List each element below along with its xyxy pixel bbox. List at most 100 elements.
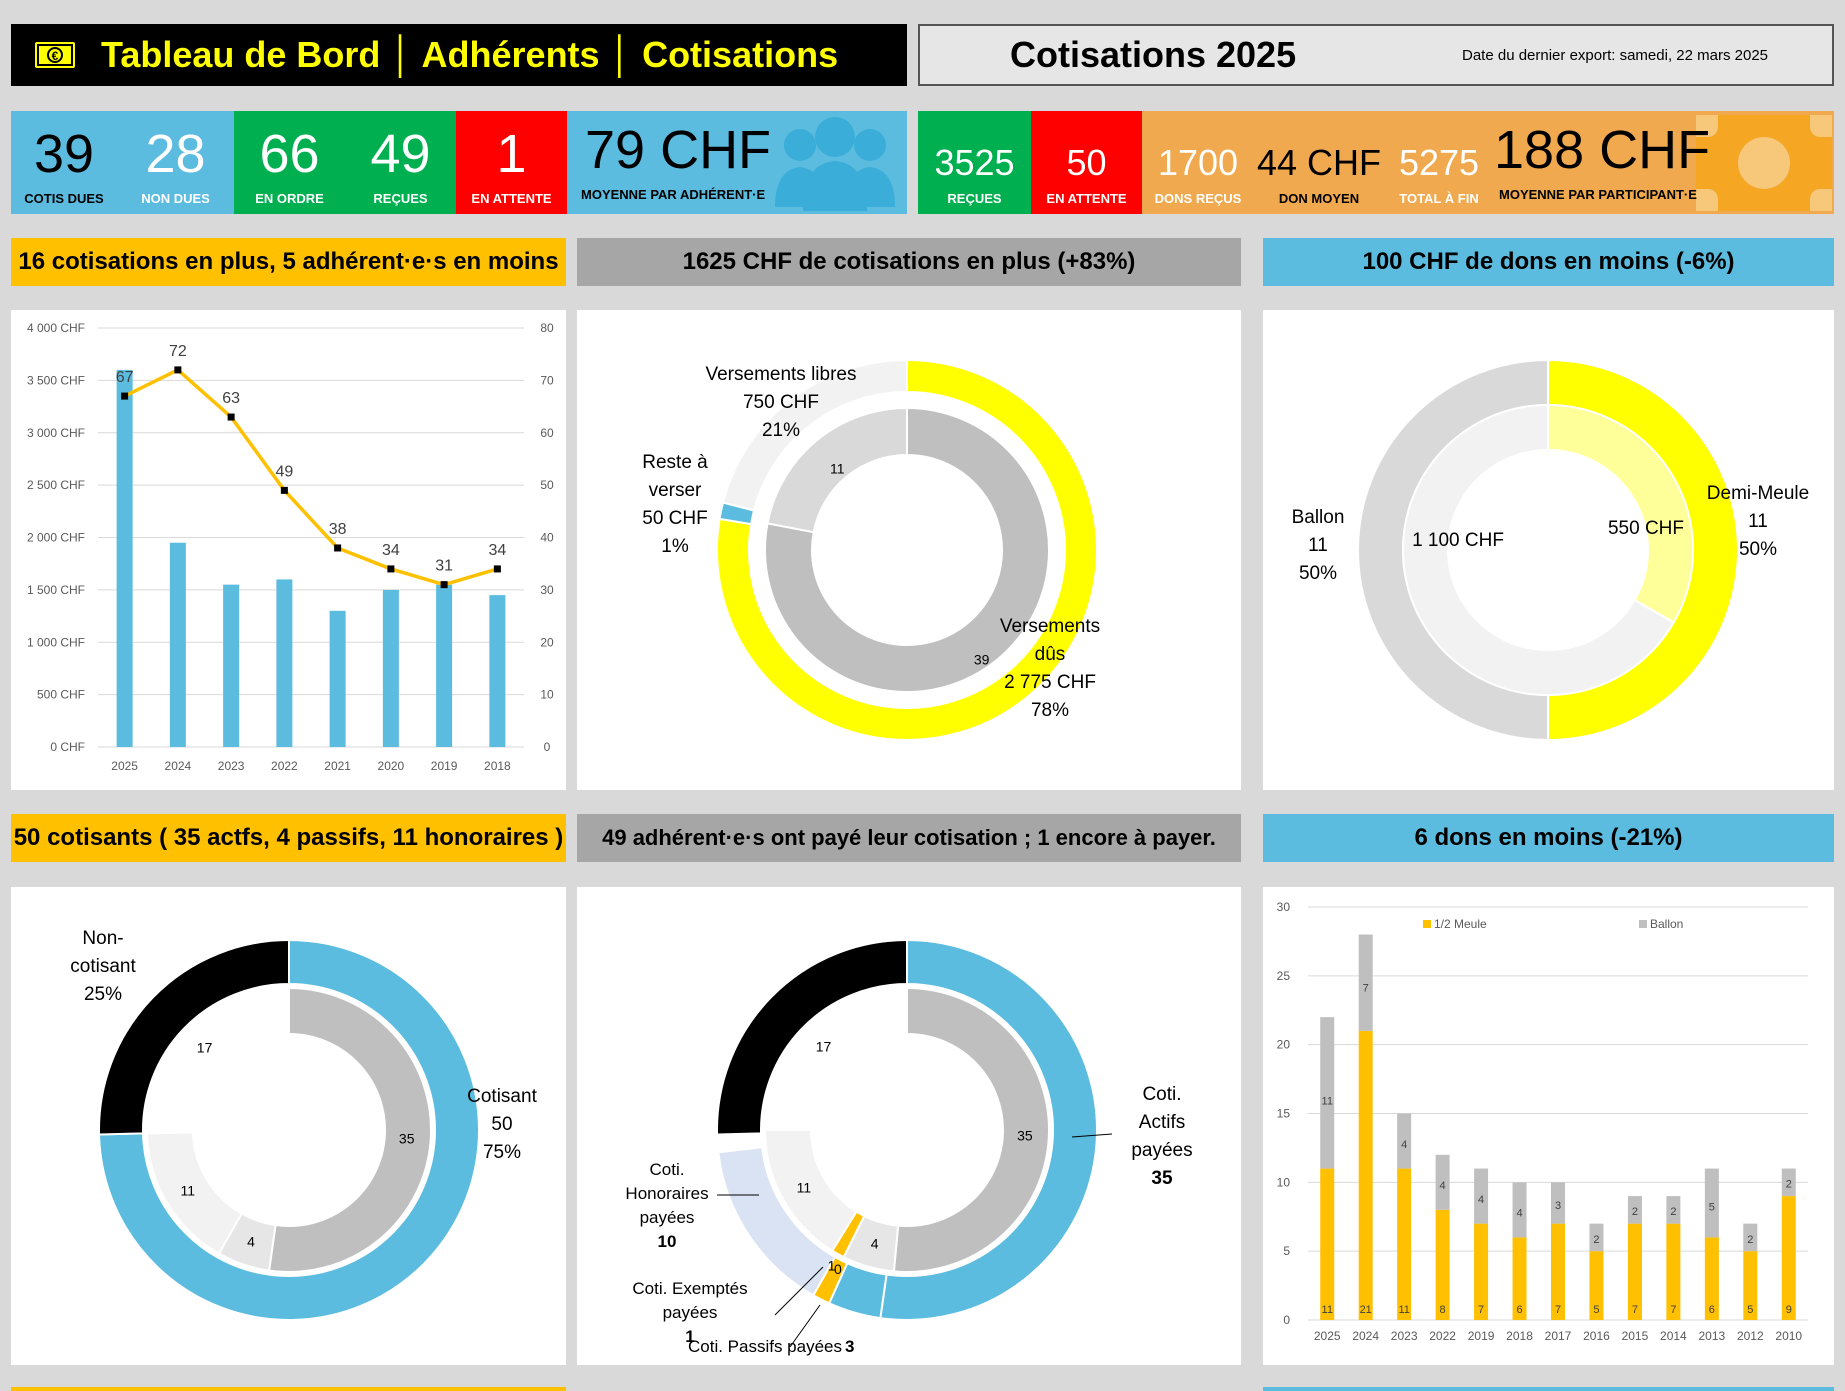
x-tick-label: 2022 [271, 759, 298, 773]
bar [276, 579, 293, 747]
data-label: 7 [1670, 1304, 1676, 1316]
line-marker [334, 544, 342, 552]
next-banner-hint [1263, 1387, 1834, 1391]
kpi-value: 66 [259, 124, 320, 184]
kpi-dons-recus: 1700 DONS REÇUS [1142, 111, 1254, 214]
data-label: 2 [1786, 1179, 1792, 1191]
slice-label: 78% [1031, 700, 1069, 721]
data-label: 11 [1322, 1304, 1333, 1316]
slice-label: payées [1131, 1140, 1192, 1161]
slice-label: 11 [1748, 511, 1768, 532]
kpi-moyenne-adherent: 79 CHF MOYENNE PAR ADHÉRENT·E [567, 111, 907, 214]
data-label: 11 [1398, 1304, 1409, 1316]
data-label: 2 [1670, 1206, 1676, 1218]
data-label: 4 [1440, 1180, 1446, 1192]
kpi-label: COTIS DUES [24, 191, 104, 206]
slice-label: Versements [1000, 616, 1100, 637]
banner-paiements: 49 adhérent·e·s ont payé leur cotisation… [577, 814, 1241, 862]
kpi-cotis-dues: 39 COTIS DUES [11, 111, 117, 214]
x-tick-label: 2020 [378, 759, 405, 773]
y2-tick-label: 70 [540, 373, 554, 387]
x-tick-label: 2023 [1391, 1329, 1418, 1343]
bar-segment [1474, 1168, 1489, 1224]
y2-tick-label: 20 [540, 635, 554, 649]
y2-tick-label: 50 [540, 478, 554, 492]
y2-tick-label: 60 [540, 426, 554, 440]
donut-slice [1402, 403, 1675, 696]
kpi-value: 50 [1066, 142, 1107, 183]
bar [489, 595, 506, 747]
kpi-value: 79 CHF [585, 120, 772, 180]
data-label: 2 [1632, 1206, 1638, 1218]
kpi-attente-chf: 50 EN ATTENTE [1031, 111, 1142, 214]
y2-tick-label: 30 [540, 583, 554, 597]
slice-label: 21% [762, 420, 800, 441]
slice-label: cotisant [70, 956, 136, 977]
slice-label: dûs [1035, 644, 1066, 665]
x-tick-label: 2018 [1506, 1329, 1533, 1343]
people-icon [775, 117, 895, 211]
data-label: 7 [1555, 1304, 1561, 1316]
data-label: 2 [1593, 1234, 1599, 1246]
y-tick-label: 0 CHF [50, 740, 85, 754]
bar-segment [1512, 1182, 1527, 1238]
data-label: 6 [1516, 1304, 1522, 1316]
bar-segment [1320, 1017, 1335, 1169]
bar [169, 542, 186, 747]
x-tick-label: 2025 [1314, 1329, 1341, 1343]
x-tick-label: 2021 [324, 759, 351, 773]
dashboard-header: € Tableau de Bord │ Adhérents │ Cotisati… [11, 24, 907, 86]
y2-tick-label: 40 [540, 531, 554, 545]
data-label: 5 [1747, 1304, 1753, 1316]
y-tick-label: 15 [1277, 1107, 1291, 1121]
legend-label: 1/2 Meule [1434, 917, 1487, 931]
bar-segment [1358, 934, 1373, 1031]
kpi-non-dues: 28 NON DUES [117, 111, 234, 214]
slice-label: 11 [1308, 535, 1328, 556]
dons-donut-chart: 550 CHF 1 100 CHF Demi-Meule 11 50% Ballon 11 5… [1292, 358, 1809, 742]
kpi-label: EN ATTENTE [471, 191, 552, 206]
bar-segment [1551, 1182, 1565, 1224]
slice-label: Coti. Passifs payées [688, 1337, 842, 1356]
panel-dons-chart: 550 CHF 1 100 CHF Demi-Meule 11 50% Ballon 11 5… [1263, 310, 1834, 790]
data-label: 72 [169, 343, 187, 360]
panel-cotisants-chart: 35 4 11 17 Cotisant 50 75% Non-cotisant 25% [11, 887, 566, 1365]
inner-label: 1 100 CHF [1412, 530, 1504, 551]
slice-label: 50 [491, 1114, 512, 1135]
panel-versements-chart: 39 11 Versements dûs 2 775 CHF 78% Reste à vers… [577, 310, 1241, 790]
slice-label: 25% [84, 984, 122, 1005]
bar [436, 584, 453, 747]
data-label: 34 [382, 542, 400, 559]
versements-donut-chart: 39 11 Versements dûs 2 775 CHF 78% Reste à vers… [642, 358, 1100, 741]
y2-tick-label: 80 [540, 321, 554, 335]
bar-segment [1589, 1251, 1604, 1320]
data-label: 8 [1440, 1304, 1446, 1316]
y-tick-label: 1 500 CHF [27, 583, 85, 597]
bar [223, 584, 240, 747]
line-marker [227, 413, 235, 421]
inner-label: 35 [399, 1130, 415, 1146]
bar [329, 610, 346, 747]
slice-label: 75% [483, 1142, 521, 1163]
bar-segment [1397, 1113, 1412, 1169]
next-banner-hint [11, 1387, 566, 1391]
slice-label: 750 CHF [743, 392, 819, 413]
inner-label: 11 [180, 1183, 195, 1199]
bar-segment [1781, 1196, 1796, 1320]
y-tick-label: 5 [1283, 1244, 1290, 1258]
y-tick-label: 30 [1277, 900, 1291, 914]
data-label: 5 [1709, 1201, 1715, 1213]
x-tick-label: 2023 [218, 759, 245, 773]
kpi-label: REÇUES [947, 191, 1002, 206]
inner-label: 4 [247, 1234, 255, 1250]
bar-segment [1551, 1223, 1565, 1320]
slice-label: Ballon [1292, 507, 1345, 528]
donut-slice [716, 938, 908, 1136]
x-tick-label: 2022 [1429, 1329, 1456, 1343]
y-tick-label: 2 500 CHF [27, 478, 85, 492]
kpi-value: 1700 [1157, 142, 1239, 183]
y2-tick-label: 10 [540, 688, 554, 702]
slice-label: 2 775 CHF [1004, 672, 1096, 693]
kpi-label: MOYENNE PAR ADHÉRENT·E [581, 187, 766, 202]
